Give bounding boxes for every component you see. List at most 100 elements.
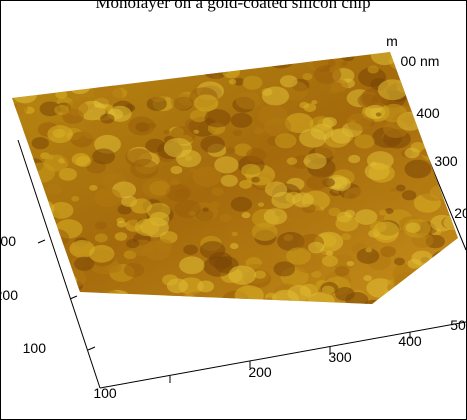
axis-label: 100 [23, 340, 47, 356]
texture-blob [31, 137, 49, 150]
texture-blob [219, 213, 232, 223]
texture-blob [92, 148, 116, 165]
texture-blob [239, 179, 253, 189]
texture-blob [334, 266, 350, 277]
texture-blob [341, 61, 348, 66]
texture-blob [302, 73, 313, 81]
texture-blob [283, 234, 294, 242]
texture-blob [254, 270, 267, 279]
texture-blob [407, 258, 422, 269]
texture-blob [54, 104, 69, 116]
texture-blob [170, 165, 183, 175]
texture-blob [174, 199, 201, 219]
texture-blob [386, 279, 395, 286]
texture-blob [328, 207, 341, 217]
texture-blob [228, 265, 257, 285]
texture-blob [31, 149, 39, 155]
texture-blob [395, 184, 406, 192]
axis-label: 400 [416, 105, 440, 121]
texture-blob [163, 129, 171, 135]
texture-blob [378, 209, 388, 216]
texture-blob [95, 221, 107, 230]
texture-blob [346, 113, 372, 131]
texture-blob [189, 168, 196, 173]
texture-blob [74, 256, 95, 271]
texture-blob [380, 103, 408, 123]
axis-label: 200 [248, 364, 272, 380]
texture-blob [330, 79, 349, 92]
texture-blob [299, 101, 309, 109]
texture-blob [46, 183, 63, 196]
texture-blob [220, 174, 238, 187]
texture-blob [325, 250, 334, 256]
texture-blob [197, 280, 215, 293]
axis-label: 400 [398, 333, 422, 349]
texture-blob [370, 52, 399, 66]
texture-blob [279, 75, 298, 88]
texture-blob [380, 246, 396, 258]
texture-blob [230, 196, 253, 212]
texture-blob [229, 243, 239, 250]
texture-blob [123, 262, 145, 278]
texture-blob [286, 157, 298, 165]
axis-label: 300 [0, 233, 16, 249]
texture-blob [231, 231, 238, 237]
texture-blob [259, 253, 281, 269]
texture-blob [189, 109, 208, 123]
texture-blob [179, 256, 205, 275]
texture-blob [225, 147, 236, 155]
texture-blob [214, 156, 239, 174]
texture-blob [363, 275, 372, 282]
texture-blob [403, 191, 414, 199]
texture-blob [286, 218, 294, 223]
axis-label: 300 [434, 153, 458, 169]
texture-blob [375, 112, 382, 117]
texture-blob [192, 166, 222, 187]
texture-blob [71, 196, 80, 202]
axis-label: m [386, 33, 398, 49]
texture-blob [307, 292, 335, 304]
texture-blob [344, 209, 356, 218]
texture-blob [130, 198, 152, 214]
texture-blob [307, 241, 325, 254]
texture-blob [335, 287, 355, 301]
texture-blob [199, 241, 226, 260]
texture-blob [373, 181, 403, 202]
texture-blob [200, 135, 225, 153]
texture-blob [146, 202, 171, 220]
texture-blob [273, 261, 296, 277]
texture-blob [365, 247, 373, 253]
texture-blob [233, 77, 245, 86]
axis-label: 200 [0, 287, 18, 303]
texture-blob [242, 75, 263, 90]
texture-blob [134, 218, 160, 237]
texture-blob [128, 116, 155, 136]
texture-blob [343, 187, 370, 206]
texture-blob [368, 164, 395, 183]
texture-blob [89, 184, 98, 191]
texture-blob [58, 168, 77, 181]
texture-blob [163, 137, 192, 158]
texture-blob [81, 126, 100, 139]
texture-blob [331, 254, 355, 271]
texture-blob [94, 188, 122, 207]
texture-blob [329, 65, 341, 74]
axis-label: 00 nm [401, 53, 440, 69]
texture-blob [245, 148, 267, 163]
texture-blob [404, 159, 432, 179]
texture-blob [261, 86, 290, 106]
texture-blob [241, 212, 251, 219]
texture-blob [89, 244, 115, 263]
texture-blob [354, 134, 375, 149]
texture-blob [230, 112, 253, 128]
texture-blob [346, 260, 355, 267]
texture-blob [393, 257, 405, 266]
texture-blob [232, 129, 242, 137]
texture-blob [257, 202, 265, 207]
texture-blob [145, 138, 166, 153]
texture-blob [306, 175, 328, 190]
texture-blob [114, 232, 128, 241]
texture-blob [126, 239, 140, 249]
